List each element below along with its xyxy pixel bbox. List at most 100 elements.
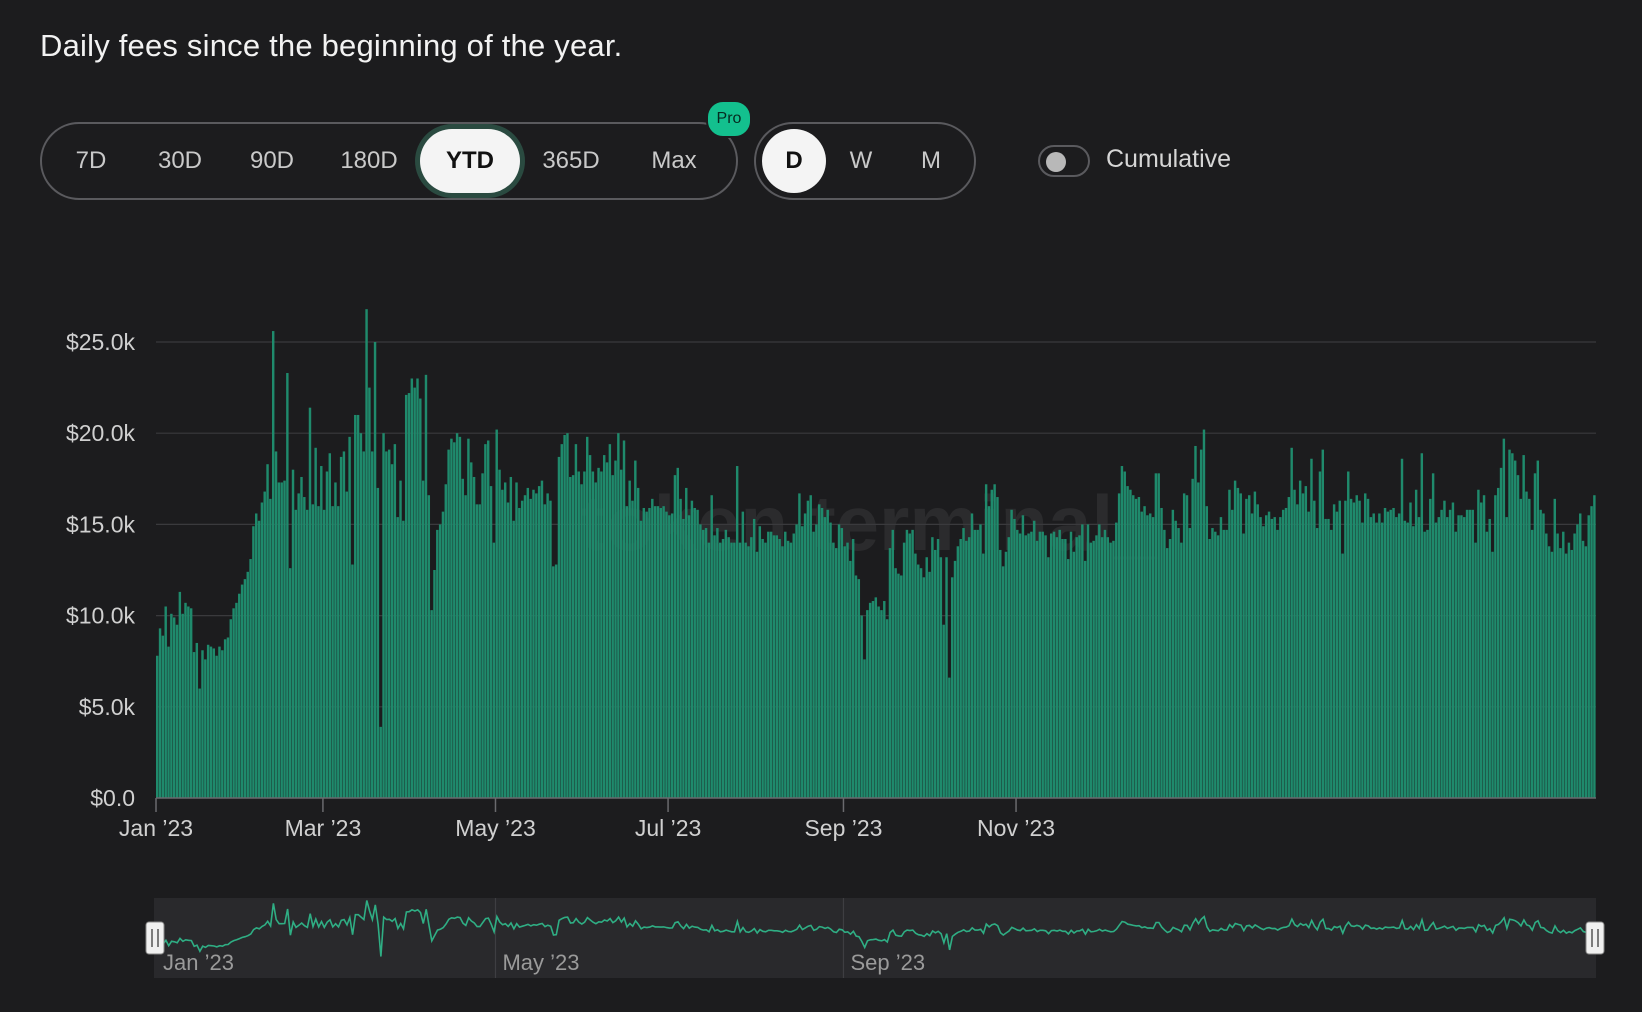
bar[interactable] [317, 506, 320, 798]
bar[interactable] [1505, 517, 1508, 798]
bar[interactable] [1013, 518, 1016, 798]
handle-grip[interactable] [1585, 921, 1605, 955]
bar[interactable] [1126, 486, 1129, 798]
bar[interactable] [1250, 513, 1254, 798]
bar[interactable] [750, 537, 753, 798]
bar[interactable] [288, 568, 292, 798]
bar[interactable] [560, 444, 563, 798]
bar[interactable] [744, 542, 747, 798]
bar[interactable] [535, 493, 538, 798]
bar[interactable] [164, 606, 167, 798]
bar[interactable] [1315, 528, 1319, 798]
bar[interactable] [1310, 458, 1313, 798]
bar[interactable] [1146, 515, 1149, 798]
bar[interactable] [1383, 507, 1387, 798]
bar[interactable] [690, 500, 694, 798]
bar[interactable] [345, 491, 348, 798]
bar[interactable] [702, 529, 705, 798]
bar[interactable] [1092, 540, 1095, 798]
bar[interactable] [928, 571, 931, 798]
bar[interactable] [450, 438, 453, 798]
bar[interactable] [1386, 511, 1390, 798]
bar[interactable] [1355, 495, 1358, 798]
bar[interactable] [387, 449, 391, 798]
bar[interactable] [857, 579, 861, 798]
bar[interactable] [806, 500, 810, 798]
bar[interactable] [1522, 455, 1525, 798]
bar[interactable] [1412, 526, 1415, 798]
bar[interactable] [874, 597, 878, 798]
bar[interactable] [1338, 500, 1341, 798]
bar[interactable] [506, 502, 510, 798]
bar[interactable] [379, 726, 382, 798]
bar[interactable] [614, 460, 617, 798]
range-tab-180d[interactable]: 180D [340, 147, 398, 174]
bar[interactable] [900, 575, 903, 798]
bar[interactable] [354, 414, 357, 798]
bar[interactable] [934, 549, 937, 798]
bar[interactable] [1559, 548, 1562, 798]
bar[interactable] [931, 537, 934, 798]
bar[interactable] [653, 506, 657, 798]
bar[interactable] [269, 498, 272, 798]
bar[interactable] [294, 509, 298, 798]
bar[interactable] [1044, 535, 1047, 798]
bar[interactable] [1052, 531, 1056, 798]
bar[interactable] [1199, 449, 1203, 798]
bar[interactable] [1539, 509, 1542, 798]
bar[interactable] [1513, 460, 1517, 798]
bar[interactable] [789, 542, 793, 798]
bar[interactable] [1403, 520, 1407, 798]
bar[interactable] [1397, 513, 1401, 798]
bar[interactable] [925, 557, 928, 798]
bar[interactable] [1361, 522, 1364, 798]
bar[interactable] [820, 507, 824, 798]
bar[interactable] [602, 455, 606, 798]
bar[interactable] [812, 531, 815, 798]
bar[interactable] [679, 498, 682, 798]
bar[interactable] [877, 606, 880, 798]
bar[interactable] [1083, 560, 1087, 798]
bar[interactable] [455, 433, 459, 798]
bar[interactable] [919, 568, 923, 798]
bar[interactable] [393, 444, 397, 798]
bar[interactable] [311, 504, 315, 798]
bar[interactable] [1267, 511, 1271, 798]
bar[interactable] [710, 495, 713, 798]
bar[interactable] [571, 475, 575, 798]
bar[interactable] [195, 642, 199, 798]
bar[interactable] [724, 529, 728, 798]
bar[interactable] [557, 456, 561, 798]
bar[interactable] [902, 542, 906, 798]
bar[interactable] [201, 650, 204, 798]
bar[interactable] [257, 520, 261, 798]
bar[interactable] [1174, 520, 1177, 798]
bar[interactable] [1103, 529, 1107, 798]
bar[interactable] [1098, 524, 1101, 798]
bar[interactable] [1389, 509, 1392, 798]
bar[interactable] [1298, 480, 1302, 798]
bar[interactable] [371, 451, 374, 798]
bar[interactable] [1491, 551, 1494, 798]
bar[interactable] [738, 542, 742, 798]
bar[interactable] [1180, 542, 1183, 798]
bar[interactable] [291, 469, 295, 798]
handle-grip[interactable] [145, 921, 165, 955]
bar[interactable] [888, 548, 892, 798]
bar[interactable] [232, 608, 235, 798]
bar[interactable] [1222, 529, 1225, 798]
bar[interactable] [982, 553, 985, 798]
bar[interactable] [761, 538, 764, 798]
bar[interactable] [718, 542, 722, 798]
bar[interactable] [1177, 528, 1180, 798]
bar[interactable] [1494, 495, 1497, 798]
bar[interactable] [605, 462, 609, 798]
bar[interactable] [161, 635, 165, 798]
bar[interactable] [1516, 475, 1520, 798]
bar[interactable] [733, 542, 736, 798]
bar[interactable] [537, 486, 541, 798]
bar[interactable] [1239, 493, 1242, 798]
bar[interactable] [1151, 517, 1155, 798]
bar[interactable] [342, 451, 346, 798]
bar[interactable] [376, 487, 380, 798]
